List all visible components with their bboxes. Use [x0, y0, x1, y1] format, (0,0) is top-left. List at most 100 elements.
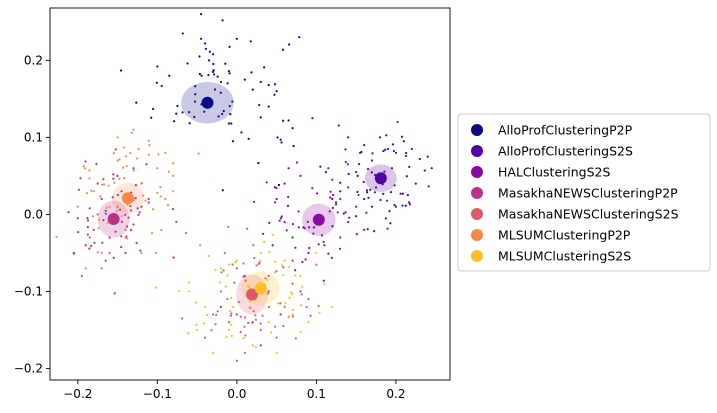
- scatter-point: [124, 236, 127, 239]
- scatter-point: [126, 237, 129, 240]
- scatter-point: [307, 321, 310, 324]
- scatter-point: [119, 69, 123, 72]
- scatter-point: [132, 167, 135, 170]
- scatter-point: [227, 225, 230, 228]
- scatter-point: [317, 243, 320, 246]
- scatter-point: [229, 113, 232, 116]
- axes: −0.2 −0.1 0.0 0.1 0.2 −0.2 −0.1 0.0 0.1 0.2: [14, 7, 451, 401]
- scatter-point: [382, 192, 385, 195]
- scatter-point: [309, 314, 312, 317]
- scatter-point: [242, 262, 245, 265]
- scatter-point: [194, 93, 197, 96]
- scatter-point: [297, 226, 300, 229]
- scatter-point: [298, 36, 301, 39]
- legend-label: HALClusteringS2S: [498, 165, 610, 180]
- scatter-point: [273, 186, 276, 189]
- scatter-point: [203, 336, 207, 339]
- scatter-point: [327, 252, 330, 255]
- scatter-point: [271, 233, 274, 237]
- scatter-point: [281, 119, 285, 122]
- scatter-point: [291, 127, 294, 130]
- scatter-point: [124, 228, 127, 231]
- scatter-point: [404, 204, 407, 207]
- scatter-point: [279, 138, 282, 141]
- legend-label: MLSUMClusteringS2S: [498, 249, 631, 264]
- scatter-point: [288, 265, 291, 269]
- scatter-point: [226, 297, 229, 301]
- scatter-point: [227, 321, 231, 324]
- scatter-point: [166, 204, 170, 207]
- scatter-point: [129, 228, 133, 232]
- scatter-point: [243, 351, 246, 355]
- scatter-point: [156, 167, 159, 170]
- scatter-point: [228, 105, 231, 108]
- scatter-point: [282, 273, 285, 277]
- scatter-point: [130, 131, 133, 134]
- scatter-point: [317, 304, 320, 308]
- scatter-point: [147, 139, 150, 142]
- scatter-point: [391, 143, 395, 146]
- scatter-point: [307, 298, 310, 301]
- scatter-point: [214, 268, 217, 271]
- scatter-point: [329, 190, 332, 193]
- scatter-point: [273, 83, 277, 86]
- scatter-point: [357, 162, 361, 166]
- scatter-point: [295, 161, 299, 164]
- scatter-point: [243, 274, 246, 278]
- scatter-point: [202, 322, 206, 325]
- scatter-point: [401, 204, 404, 207]
- scatter-point: [301, 285, 304, 288]
- scatter-point: [147, 197, 150, 201]
- scatter-point: [347, 172, 350, 176]
- scatter-point: [337, 124, 340, 127]
- scatter-point: [112, 177, 115, 180]
- legend-marker: [471, 124, 483, 136]
- scatter-point: [114, 230, 117, 233]
- scatter-point: [278, 219, 281, 222]
- scatter-point: [366, 191, 369, 194]
- scatter-point: [112, 256, 115, 259]
- scatter-point: [227, 328, 231, 332]
- scatter-point: [291, 315, 295, 318]
- scatter-point: [188, 111, 191, 114]
- x-tick-label: −0.2: [63, 387, 92, 401]
- scatter-point: [114, 148, 117, 151]
- scatter-point: [331, 305, 334, 308]
- scatter-point: [365, 189, 369, 192]
- scatter-point: [283, 221, 286, 224]
- scatter-point: [248, 305, 251, 308]
- scatter-point: [363, 228, 366, 231]
- scatter-point: [308, 226, 311, 229]
- scatter-point: [255, 264, 258, 267]
- scatter-point: [283, 182, 286, 185]
- scatter-point: [315, 192, 319, 195]
- scatter-point: [356, 174, 359, 177]
- scatter-point: [305, 305, 308, 309]
- scatter-point: [291, 308, 294, 312]
- scatter-point: [219, 290, 223, 293]
- scatter-point: [268, 250, 271, 254]
- scatter-point: [156, 191, 159, 195]
- scatter-point: [228, 45, 231, 49]
- scatter-point: [230, 312, 233, 315]
- scatter-point: [217, 115, 220, 118]
- scatter-point: [259, 344, 262, 347]
- scatter-point: [178, 290, 181, 293]
- scatter-point: [122, 146, 125, 149]
- y-tick-label: 0.0: [24, 207, 43, 221]
- scatter-point: [107, 184, 110, 187]
- scatter-point: [323, 244, 326, 247]
- scatter-point: [111, 196, 114, 199]
- scatter-point: [275, 351, 278, 355]
- legend-entry: MasakhaNEWSClusteringS2S: [471, 207, 679, 222]
- scatter-point: [211, 70, 215, 74]
- legend-entry: MLSUMClusteringP2P: [471, 228, 631, 243]
- scatter-point: [259, 322, 262, 325]
- scatter-point: [274, 260, 277, 263]
- scatter-point: [86, 216, 89, 220]
- scatter-point: [171, 208, 175, 211]
- scatter-point: [334, 201, 338, 204]
- scatter-point: [254, 318, 258, 321]
- scatter-point: [322, 240, 325, 244]
- scatter-point: [84, 160, 87, 163]
